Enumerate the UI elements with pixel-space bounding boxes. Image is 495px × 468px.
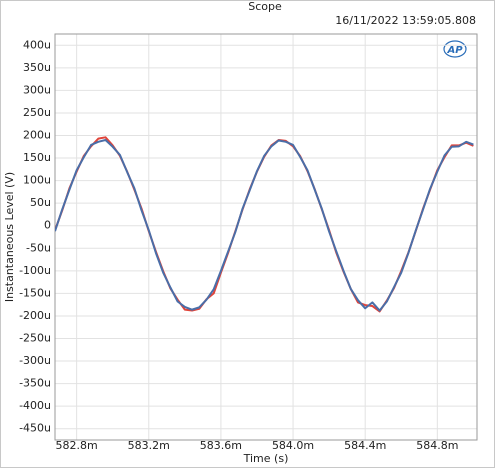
y-tick-label: 50u [30, 196, 51, 209]
x-tick-label: 584.8m [416, 439, 458, 452]
x-axis-label: Time (s) [243, 452, 289, 465]
timestamp: 16/11/2022 13:59:05.808 [335, 14, 476, 27]
y-tick-label: -400u [19, 399, 51, 412]
y-tick-label: -250u [19, 332, 51, 345]
y-tick-label: -350u [19, 377, 51, 390]
y-axis-label: Instantaneous Level (V) [3, 172, 16, 302]
y-tick-label: -200u [19, 309, 51, 322]
plot-border [54, 33, 478, 441]
y-tick-label: -100u [19, 264, 51, 277]
logo: AP [446, 45, 463, 56]
y-tick-label: 300u [23, 83, 51, 96]
y-tick-label: -50u [26, 241, 51, 254]
y-tick-label: 250u [23, 106, 51, 119]
y-tick-label: 0 [44, 219, 51, 232]
logo-ring [443, 40, 467, 58]
x-tick-label: 582.8m [56, 439, 98, 452]
x-tick-label: 584.4m [344, 439, 386, 452]
y-tick-label: 350u [23, 61, 51, 74]
x-tick-label: 584.0m [272, 439, 314, 452]
series-line [55, 139, 474, 312]
chart-title: Scope [248, 0, 282, 13]
y-tick-label: 150u [23, 151, 51, 164]
y-tick-label: 100u [23, 174, 51, 187]
y-tick-label: 400u [23, 38, 51, 51]
x-tick-label: 583.6m [200, 439, 242, 452]
x-tick-label: 583.2m [128, 439, 170, 452]
y-tick-label: -450u [19, 422, 51, 435]
y-tick-label: 200u [23, 129, 51, 142]
y-tick-label: -300u [19, 354, 51, 367]
y-tick-label: -150u [19, 286, 51, 299]
